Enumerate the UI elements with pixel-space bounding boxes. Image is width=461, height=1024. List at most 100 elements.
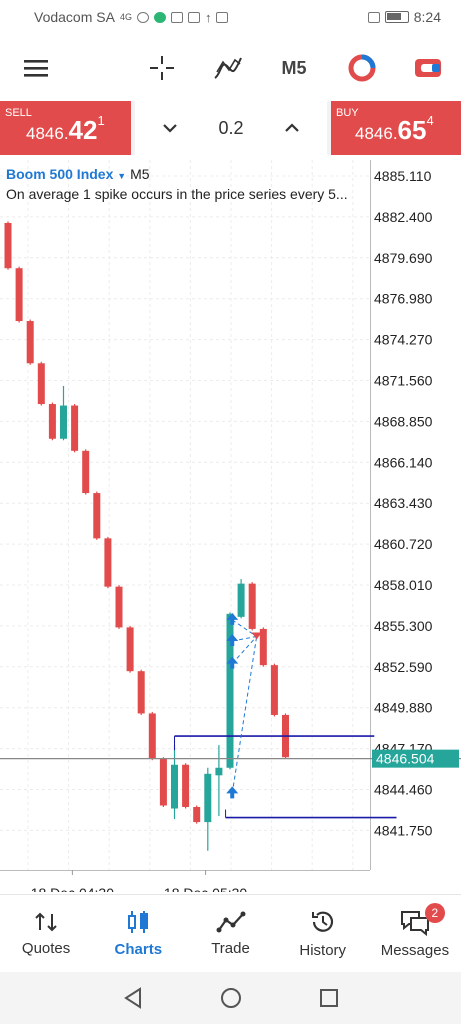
candle-body — [182, 764, 190, 808]
volume-value[interactable]: 0.2 — [218, 117, 244, 138]
current-price-tag — [372, 749, 459, 768]
candlestick-chart[interactable]: 4885.110 4882.400 4879.690 4876.980 4874.270… — [0, 160, 461, 892]
indicators-icon — [214, 57, 242, 79]
candle-body — [93, 493, 101, 539]
app-notification-icon — [153, 11, 166, 23]
battery-icon — [384, 11, 409, 23]
y-tick-label: 4879.690 — [374, 250, 433, 266]
trade-link-line — [231, 636, 258, 794]
y-tick-label: 4844.460 — [374, 782, 433, 798]
candle-body — [148, 713, 156, 759]
recents-icon[interactable] — [317, 986, 341, 1010]
trade-toggle-icon — [415, 59, 441, 77]
candle-body — [226, 613, 234, 768]
buy-price-prefix: 4846. — [355, 124, 398, 143]
carrier-name: Vodacom SA — [34, 9, 115, 25]
menu-button[interactable] — [14, 38, 58, 98]
nav-quotes[interactable]: Quotes — [0, 895, 92, 972]
buy-arrow-marker — [226, 612, 239, 625]
nav-label-history: History — [299, 942, 347, 959]
candle-body — [159, 758, 167, 806]
buy-arrow-marker — [226, 633, 239, 646]
messages-icon — [400, 911, 429, 936]
messages-badge: 2 — [424, 903, 445, 923]
nav-charts[interactable]: Charts — [92, 895, 184, 972]
candle-body — [82, 450, 90, 494]
charts-icon — [128, 911, 149, 933]
y-tick-label: 4866.140 — [374, 454, 433, 470]
chart-color-icon — [348, 54, 376, 82]
buy-label: BUY — [336, 107, 359, 119]
y-tick-label: 4841.750 — [374, 822, 433, 838]
one-click-trade-button[interactable] — [406, 38, 450, 98]
upload-icon: ↑ — [204, 9, 212, 25]
y-tick-label: 4885.110 — [374, 168, 432, 184]
candle-body — [204, 773, 212, 823]
crosshair-icon — [150, 56, 174, 80]
candle-body — [248, 583, 256, 629]
current-price-label: 4846.504 — [376, 751, 435, 767]
price-chart[interactable]: Boom 500 Index ▼ M5 On average 1 spike o… — [0, 160, 461, 892]
y-tick-label: 4852.590 — [374, 659, 433, 675]
buy-price: 4846.654 — [355, 113, 434, 146]
sell-price-big: 42 — [68, 115, 98, 145]
chart-symbol-header[interactable]: Boom 500 Index ▼ M5 — [6, 166, 150, 182]
sell-price-sup: 1 — [97, 113, 105, 128]
crosshair-button[interactable] — [140, 38, 184, 98]
trade-icon — [216, 911, 245, 933]
candle-body — [137, 671, 145, 714]
x-tick-label: 18 Dec 05:30 — [164, 885, 247, 892]
nav-messages[interactable]: Messages 2 — [369, 895, 461, 972]
timeframe-label: M5 — [281, 57, 307, 78]
candle-body — [48, 404, 56, 439]
home-icon[interactable] — [219, 986, 243, 1010]
quotes-icon — [35, 912, 57, 932]
candle-body — [60, 405, 67, 439]
symbol-dropdown-icon[interactable]: ▼ — [117, 171, 127, 181]
y-tick-label: 4874.270 — [374, 332, 433, 348]
nav-trade[interactable]: Trade — [184, 895, 276, 972]
buy-price-sup: 4 — [426, 113, 434, 128]
status-time: 8:24 — [413, 9, 441, 25]
sell-arrow-marker — [251, 632, 262, 640]
wifi-icon — [136, 11, 149, 23]
x-tick-label: 18 Dec 04:30 — [31, 885, 114, 892]
candle-body — [237, 583, 245, 617]
y-tick-label: 4863.430 — [374, 495, 433, 511]
nav-history[interactable]: History — [277, 895, 369, 972]
y-tick-label: 4860.720 — [374, 536, 433, 552]
system-navigation-bar — [0, 972, 461, 1024]
status-bar: Vodacom SA 4G ↑ 8:24 — [0, 0, 461, 34]
candle-body — [37, 363, 45, 405]
buy-price-big: 65 — [397, 115, 427, 145]
candle-body — [259, 628, 267, 666]
candle-body — [4, 222, 12, 269]
chevron-up-icon[interactable] — [283, 121, 301, 135]
candle-body — [115, 586, 123, 628]
candle-body — [126, 627, 134, 672]
nav-label-charts: Charts — [114, 941, 163, 958]
y-tick-label: 4855.300 — [374, 618, 433, 634]
sell-button[interactable]: SELL 4846.421 — [0, 101, 131, 155]
chart-toolbar: M5 — [0, 38, 461, 98]
symbol-description: On average 1 spike occurs in the price s… — [6, 186, 348, 202]
back-icon[interactable] — [121, 986, 145, 1010]
chevron-down-icon[interactable] — [161, 121, 179, 135]
candle-body — [15, 268, 23, 322]
indicators-button[interactable] — [206, 38, 250, 98]
chart-color-button[interactable] — [340, 38, 384, 98]
y-tick-label: 4868.850 — [374, 413, 433, 429]
history-icon — [311, 911, 333, 932]
vibrate-icon — [367, 11, 380, 23]
candle-body — [26, 321, 34, 364]
symbol-name[interactable]: Boom 500 Index — [6, 166, 114, 182]
buy-button[interactable]: BUY 4846.654 — [331, 101, 461, 155]
nav-label-trade: Trade — [211, 940, 250, 957]
candle-body — [193, 807, 201, 823]
trade-link-line — [231, 636, 258, 664]
candle-body — [71, 405, 79, 451]
candle-body — [215, 767, 223, 776]
timeframe-button[interactable]: M5 — [272, 38, 316, 98]
candle-body — [270, 665, 278, 715]
sell-price-prefix: 4846. — [26, 124, 69, 143]
